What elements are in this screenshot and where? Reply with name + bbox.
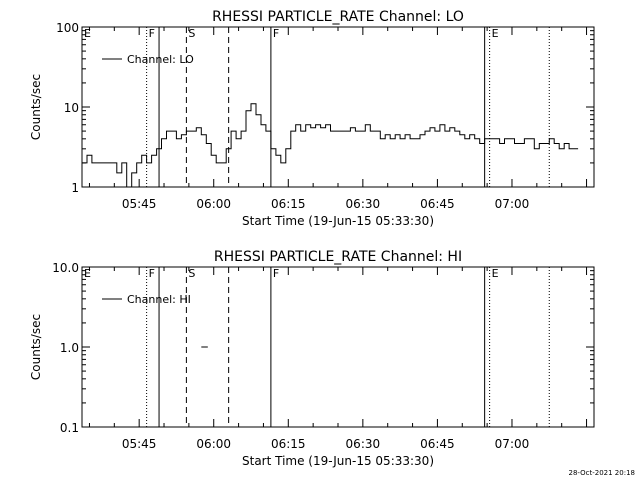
x-tick-label: 06:45 xyxy=(420,197,455,211)
event-marker-label: F xyxy=(149,267,155,280)
event-marker-label: E xyxy=(84,27,91,40)
series-line xyxy=(82,103,579,188)
legend-label: Channel: HI xyxy=(127,293,191,306)
y-tick-label: 1.0 xyxy=(60,341,79,355)
event-marker-label: S xyxy=(188,267,195,280)
event-marker-label: E xyxy=(492,27,499,40)
chart-title: RHESSI PARTICLE_RATE Channel: HI xyxy=(214,249,462,265)
y-axis-label: Counts/sec xyxy=(29,74,43,140)
x-tick-label: 06:00 xyxy=(196,197,231,211)
y-tick-label: 100 xyxy=(56,21,79,35)
x-tick-label: 06:15 xyxy=(271,437,306,451)
event-marker-label: F xyxy=(273,27,279,40)
y-tick-label: 1 xyxy=(71,181,79,195)
footer-timestamp: 28-Oct-2021 20:18 xyxy=(569,469,635,477)
event-marker-label: F xyxy=(149,27,155,40)
y-tick-label: 10 xyxy=(64,101,79,115)
x-tick-label: 05:45 xyxy=(122,437,157,451)
x-tick-label: 06:30 xyxy=(346,197,381,211)
x-tick-label: 07:00 xyxy=(495,437,530,451)
x-axis-label: Start Time (19-Jun-15 05:33:30) xyxy=(242,454,434,468)
x-axis-label: Start Time (19-Jun-15 05:33:30) xyxy=(242,214,434,228)
x-tick-label: 07:00 xyxy=(495,197,530,211)
x-tick-label: 06:30 xyxy=(346,437,381,451)
y-tick-label: 0.1 xyxy=(60,421,79,435)
event-marker-label: S xyxy=(188,27,195,40)
event-marker-label: F xyxy=(273,267,279,280)
chart-title: RHESSI PARTICLE_RATE Channel: LO xyxy=(212,9,464,25)
x-tick-label: 06:00 xyxy=(196,437,231,451)
legend-label: Channel: LO xyxy=(127,53,194,66)
lo-channel-panel: RHESSI PARTICLE_RATE Channel: LO Start Ti… xyxy=(29,9,595,228)
y-axis-label: Counts/sec xyxy=(29,314,43,380)
x-tick-label: 05:45 xyxy=(122,197,157,211)
hi-channel-panel: RHESSI PARTICLE_RATE Channel: HI Start Ti… xyxy=(29,249,595,468)
event-marker-label: E xyxy=(492,267,499,280)
event-marker-label: E xyxy=(84,267,91,280)
y-tick-label: 10.0 xyxy=(52,261,79,275)
x-tick-label: 06:45 xyxy=(420,437,455,451)
x-tick-label: 06:15 xyxy=(271,197,306,211)
